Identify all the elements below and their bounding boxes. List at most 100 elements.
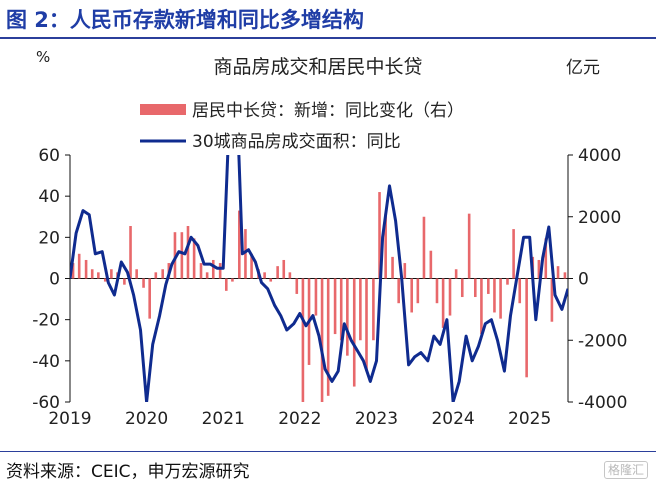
source-divider xyxy=(0,451,656,452)
bar xyxy=(487,278,490,294)
bar xyxy=(199,263,203,279)
x-tick-label: 2024 xyxy=(431,409,474,429)
bar xyxy=(391,256,394,279)
bar-series xyxy=(71,192,567,402)
left-tick-label: -20 xyxy=(32,311,60,331)
bar xyxy=(135,269,138,279)
bar xyxy=(129,226,132,279)
bar xyxy=(506,278,509,285)
bar xyxy=(537,259,541,279)
bar xyxy=(211,259,215,279)
bar xyxy=(269,278,273,282)
bar xyxy=(263,272,266,279)
x-tick-label: 2021 xyxy=(202,409,245,429)
bar xyxy=(384,213,387,279)
bar xyxy=(352,278,356,387)
left-unit-label: % xyxy=(36,48,50,66)
legend-bar-label: 居民中长贷：新增：同比变化（右） xyxy=(192,101,464,121)
bar xyxy=(224,278,228,291)
bar xyxy=(518,278,522,304)
bar xyxy=(238,210,241,279)
bar xyxy=(435,278,439,304)
bar xyxy=(429,250,433,279)
x-tick-label: 2025 xyxy=(508,409,551,429)
source-note: 资料来源：CEIC，申万宏源研究 xyxy=(6,462,250,482)
bar xyxy=(301,278,305,402)
bar xyxy=(410,278,414,313)
bar xyxy=(180,232,184,279)
bar xyxy=(346,278,349,356)
legend-line-label: 30城商品房成交面积：同比 xyxy=(192,132,401,152)
bar xyxy=(110,269,113,279)
bar xyxy=(295,278,299,294)
bar xyxy=(403,263,407,279)
title-divider xyxy=(0,37,656,39)
bar xyxy=(77,253,81,279)
bar xyxy=(372,278,375,341)
right-axis-ticks: 4000 2000 0 -2000 -4000 xyxy=(568,146,627,413)
right-tick-label: -4000 xyxy=(578,393,627,413)
bar xyxy=(550,278,554,322)
bar xyxy=(161,269,165,279)
chart-area: % 亿元 商品房成交和居民中长贷 居民中长贷：新增：同比变化（右） 30城商品房… xyxy=(32,48,627,429)
right-tick-label: -2000 xyxy=(578,331,627,351)
left-tick-label: -40 xyxy=(32,352,60,372)
x-tick-label: 2022 xyxy=(278,409,321,429)
left-tick-label: 20 xyxy=(38,228,60,248)
right-tick-label: 0 xyxy=(578,270,589,290)
x-axis-ticks: 2019 2020 2021 2022 2023 2024 2025 xyxy=(48,409,551,429)
bar xyxy=(422,216,426,279)
left-tick-label: 40 xyxy=(38,187,60,207)
bar xyxy=(525,278,528,378)
bar xyxy=(441,278,445,328)
line-series xyxy=(70,155,568,402)
bar xyxy=(218,263,222,279)
bar xyxy=(460,278,464,298)
line-path xyxy=(70,155,568,402)
bar xyxy=(71,263,75,279)
bar xyxy=(365,278,368,372)
left-tick-label: 60 xyxy=(38,146,60,166)
bar xyxy=(186,226,190,279)
bar xyxy=(454,269,458,279)
bar xyxy=(326,278,330,396)
bar xyxy=(276,266,279,279)
watermark-logo: 格隆汇 xyxy=(603,461,648,479)
bar xyxy=(397,278,400,304)
bar xyxy=(499,278,502,319)
bar xyxy=(154,272,158,279)
bar xyxy=(556,266,560,279)
right-tick-label: 2000 xyxy=(578,208,621,228)
bar xyxy=(148,278,151,319)
bar xyxy=(123,278,126,285)
bar xyxy=(84,259,88,279)
bar xyxy=(205,272,209,279)
bar xyxy=(282,259,286,279)
left-axis-ticks: 60 40 20 0 -20 -40 -60 xyxy=(32,146,70,413)
bar xyxy=(97,272,100,279)
bar xyxy=(288,272,292,279)
legend: 居民中长贷：新增：同比变化（右） 30城商品房成交面积：同比 xyxy=(140,101,464,152)
bar xyxy=(333,278,337,335)
bar xyxy=(314,278,318,316)
right-unit-label: 亿元 xyxy=(566,58,600,78)
bar xyxy=(512,229,515,279)
x-tick-label: 2019 xyxy=(48,409,91,429)
left-tick-label: -60 xyxy=(32,393,60,413)
bar xyxy=(416,278,420,304)
figure-title: 图 2：人民币存款新增和同比多增结构 xyxy=(6,8,364,32)
bar xyxy=(90,269,94,279)
bar xyxy=(142,278,145,288)
bar xyxy=(544,238,548,279)
bar xyxy=(250,253,253,279)
bar xyxy=(378,192,381,279)
bar xyxy=(320,278,324,402)
left-tick-label: 0 xyxy=(49,270,60,290)
bar xyxy=(231,278,234,282)
bar xyxy=(103,278,107,282)
bar xyxy=(339,278,343,341)
bar xyxy=(473,278,477,298)
bar xyxy=(467,213,471,279)
bar xyxy=(448,278,452,316)
right-tick-label: 4000 xyxy=(578,146,621,166)
